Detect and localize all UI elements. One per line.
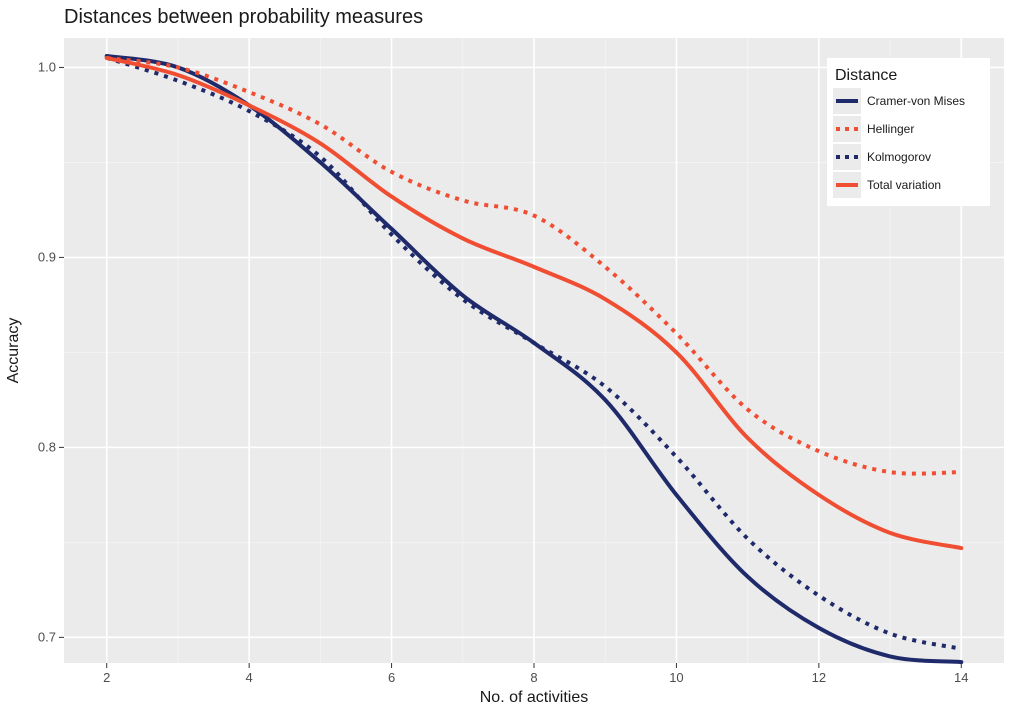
x-tick-label: 2 <box>103 670 110 685</box>
series-line-hellinger <box>106 55 962 476</box>
legend-item-hellinger: Hellinger <box>833 116 914 142</box>
series-layer <box>104 54 964 665</box>
y-tick-label: 0.7 <box>38 629 56 644</box>
legend-item-cramer-von-mises: Cramer-von Mises <box>833 88 965 114</box>
legend-item-kolmogorov: Kolmogorov <box>833 144 931 170</box>
x-tick-label: 12 <box>812 670 826 685</box>
x-tick-label: 10 <box>669 670 683 685</box>
axes-layer: 2 4 6 8 10 12 14 0.7 0.8 0.9 1.0 <box>38 59 969 685</box>
legend-label: Total variation <box>867 178 941 192</box>
x-tick-label: 14 <box>954 670 968 685</box>
x-axis-title: No. of activities <box>480 689 588 706</box>
series-line-kolmogorov <box>106 55 962 651</box>
legend-label: Hellinger <box>867 122 914 136</box>
legend: Distance Cramer-von Mises Hellinger Kolmog… <box>827 58 990 206</box>
x-tick-label: 4 <box>246 670 253 685</box>
legend-title: Distance <box>835 67 897 84</box>
series-line-total-variation <box>104 55 964 551</box>
legend-label: Kolmogorov <box>867 150 931 164</box>
chart-title: Distances between probability measures <box>64 6 424 28</box>
x-tick-label: 6 <box>388 670 395 685</box>
y-axis-title: Accuracy <box>5 318 22 384</box>
y-tick-label: 0.8 <box>38 439 56 454</box>
x-tick-label: 8 <box>530 670 537 685</box>
legend-items: Cramer-von Mises Hellinger Kolmogorov Total… <box>833 88 965 198</box>
legend-item-total-variation: Total variation <box>833 172 941 198</box>
y-tick-label: 0.9 <box>38 249 56 264</box>
y-tick-label: 1.0 <box>38 59 56 74</box>
legend-label: Cramer-von Mises <box>867 94 965 108</box>
